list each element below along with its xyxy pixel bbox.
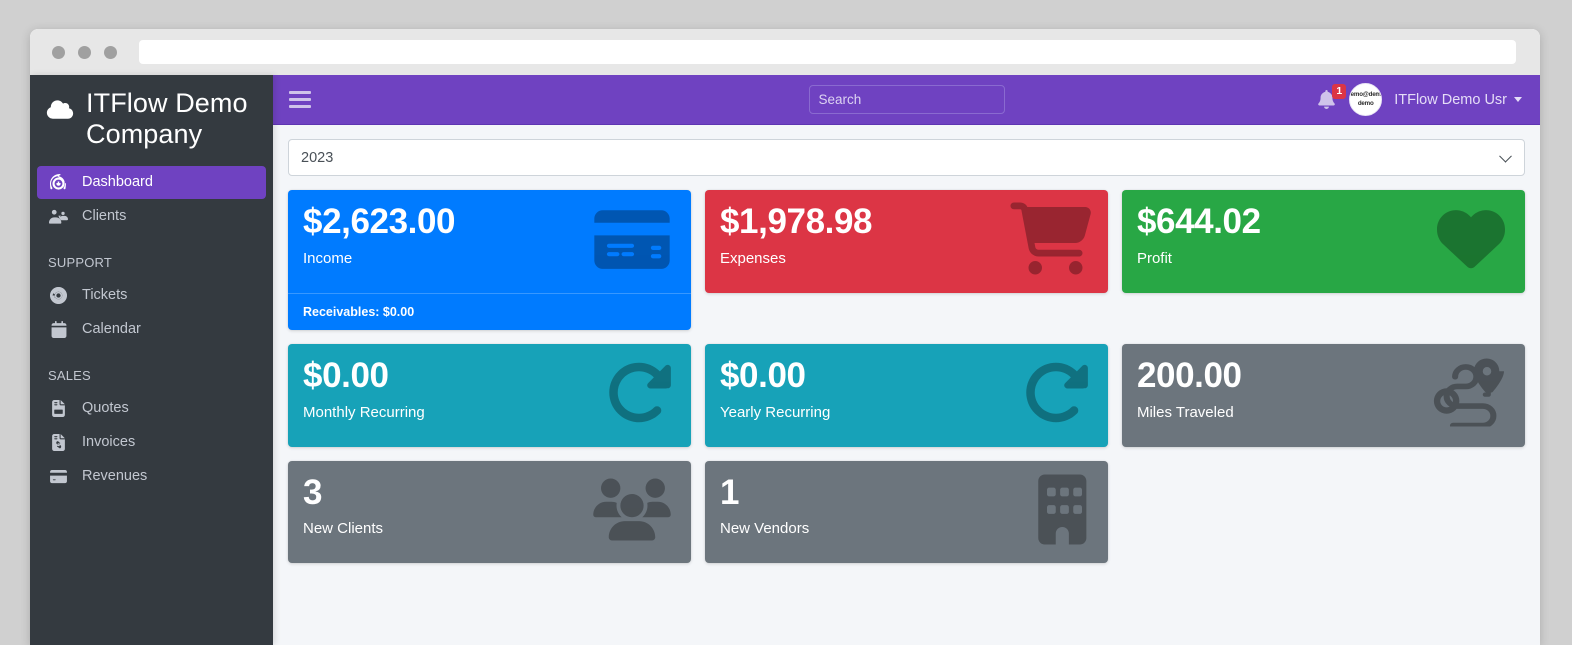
stat-card-col: $1,978.98 Expenses [698, 190, 1115, 330]
sidebar-item-tickets[interactable]: Tickets [37, 279, 266, 312]
sidebar-item-label: Clients [82, 208, 127, 225]
sidebar: ITFlow Demo Company Dashboard [30, 75, 273, 645]
stat-card-profit[interactable]: $644.02 Profit [1121, 190, 1525, 293]
stat-card-col: $2,623.00 Income Receivables: $0.00 [281, 190, 698, 330]
stat-card-value: $0.00 [719, 355, 806, 395]
sidebar-item-label: Quotes [82, 400, 129, 417]
stat-card-value: 1 [719, 472, 740, 512]
stat-card-grid: $2,623.00 Income Receivables: $0.00 [281, 190, 1532, 577]
sidebar-item-invoices[interactable]: Invoices [37, 426, 266, 459]
sidebar-item-label: Dashboard [82, 174, 153, 191]
file-invoice-dollar-icon [48, 433, 69, 451]
bell-icon [1318, 90, 1336, 109]
search-input[interactable] [809, 86, 1004, 113]
main-column: 1 demo@demo demo ITFlow Demo Usr 2023 [273, 75, 1540, 645]
stat-card-expenses[interactable]: $1,978.98 Expenses [704, 190, 1108, 293]
stat-card-value: $644.02 [1136, 202, 1261, 241]
sidebar-item-label: Invoices [82, 434, 136, 451]
browser-window: ITFlow Demo Company Dashboard [30, 29, 1540, 645]
tachometer-icon [48, 173, 69, 191]
sidebar-item-label: Revenues [82, 468, 148, 485]
stat-card-value: $2,623.00 [303, 202, 456, 241]
chevron-down-icon [1499, 149, 1512, 163]
search-box [808, 85, 1005, 114]
avatar-line-1: demo@demo [1350, 91, 1383, 99]
content-area: 2023 $2,623.00 Income [273, 125, 1540, 645]
chevron-down-icon [1514, 97, 1522, 102]
avatar[interactable]: demo@demo demo [1349, 83, 1383, 116]
stat-card-value: 3 [303, 472, 323, 512]
notification-badge: 1 [1332, 84, 1347, 99]
sidebar-item-clients[interactable]: Clients [37, 200, 266, 233]
app-root: ITFlow Demo Company Dashboard [30, 75, 1540, 645]
stat-card-col: 200.00 Miles Traveled [1115, 343, 1532, 447]
stat-card-value: $0.00 [303, 355, 389, 395]
url-input[interactable] [139, 40, 1516, 64]
users-icon [48, 208, 69, 224]
cloud-icon [44, 96, 76, 127]
stat-card-value: 200.00 [1136, 355, 1242, 395]
stat-card-miles-traveled[interactable]: 200.00 Miles Traveled [1121, 343, 1525, 447]
stat-card-label: Income [303, 249, 353, 267]
stat-card-income[interactable]: $2,623.00 Income Receivables: $0.00 [288, 190, 691, 330]
sidebar-nav: Dashboard Clients SUPPORT [30, 165, 273, 493]
stat-card-label: New Vendors [719, 520, 810, 538]
stat-card-value: $1,978.98 [719, 202, 873, 241]
life-ring-icon [48, 286, 69, 304]
notifications-button[interactable]: 1 [1316, 84, 1347, 111]
sidebar-item-dashboard[interactable]: Dashboard [37, 165, 266, 199]
stat-card-new-clients[interactable]: 3 New Clients [288, 460, 691, 564]
topbar-right: 1 demo@demo demo ITFlow Demo Usr [1316, 83, 1522, 116]
close-window-dot[interactable] [52, 45, 65, 59]
file-invoice-icon [48, 399, 69, 417]
sidebar-item-calendar[interactable]: Calendar [37, 313, 266, 346]
stat-card-monthly-recurring[interactable]: $0.00 Monthly Recurring [288, 343, 691, 447]
stat-card-label: Miles Traveled [1136, 403, 1234, 421]
sidebar-item-revenues[interactable]: Revenues [37, 460, 266, 493]
stat-card-col: $0.00 Yearly Recurring [698, 343, 1115, 447]
maximize-window-dot[interactable] [104, 45, 117, 59]
sidebar-item-label: Tickets [82, 287, 128, 304]
window-controls [52, 45, 117, 59]
stat-card-new-vendors[interactable]: 1 New Vendors [704, 460, 1108, 564]
sidebar-item-quotes[interactable]: Quotes [37, 392, 266, 425]
stat-card-col: $0.00 Monthly Recurring [281, 343, 698, 447]
stat-card-col: 3 New Clients [281, 460, 698, 564]
brand[interactable]: ITFlow Demo Company [30, 80, 273, 154]
avatar-line-2: demo [1357, 99, 1374, 107]
stat-card-label: New Clients [303, 520, 384, 538]
stat-card-col: 1 New Vendors [698, 460, 1115, 564]
brand-name: ITFlow Demo Company [86, 88, 248, 149]
stat-card-label: Monthly Recurring [303, 403, 425, 421]
minimize-window-dot[interactable] [78, 45, 91, 59]
user-menu[interactable]: ITFlow Demo Usr [1394, 92, 1522, 108]
sidebar-section-sales-header: SALES [48, 367, 91, 383]
year-filter-value: 2023 [301, 149, 334, 166]
topbar: 1 demo@demo demo ITFlow Demo Usr [273, 75, 1540, 125]
sidebar-section-support-header: SUPPORT [48, 254, 113, 270]
stat-card-yearly-recurring[interactable]: $0.00 Yearly Recurring [704, 343, 1108, 447]
credit-card-icon [48, 469, 69, 484]
stat-card-label: Expenses [719, 249, 786, 267]
stat-card-footer: Receivables: $0.00 [288, 292, 691, 330]
user-menu-label: ITFlow Demo Usr [1394, 91, 1507, 108]
browser-chrome-bar [30, 29, 1540, 75]
year-filter-select[interactable]: 2023 [288, 139, 1525, 176]
calendar-icon [48, 320, 69, 338]
sidebar-item-label: Calendar [82, 321, 141, 338]
stat-card-col: $644.02 Profit [1115, 190, 1532, 330]
stat-card-label: Profit [1136, 249, 1172, 267]
hamburger-icon[interactable] [287, 87, 313, 112]
stat-card-label: Yearly Recurring [719, 403, 831, 421]
